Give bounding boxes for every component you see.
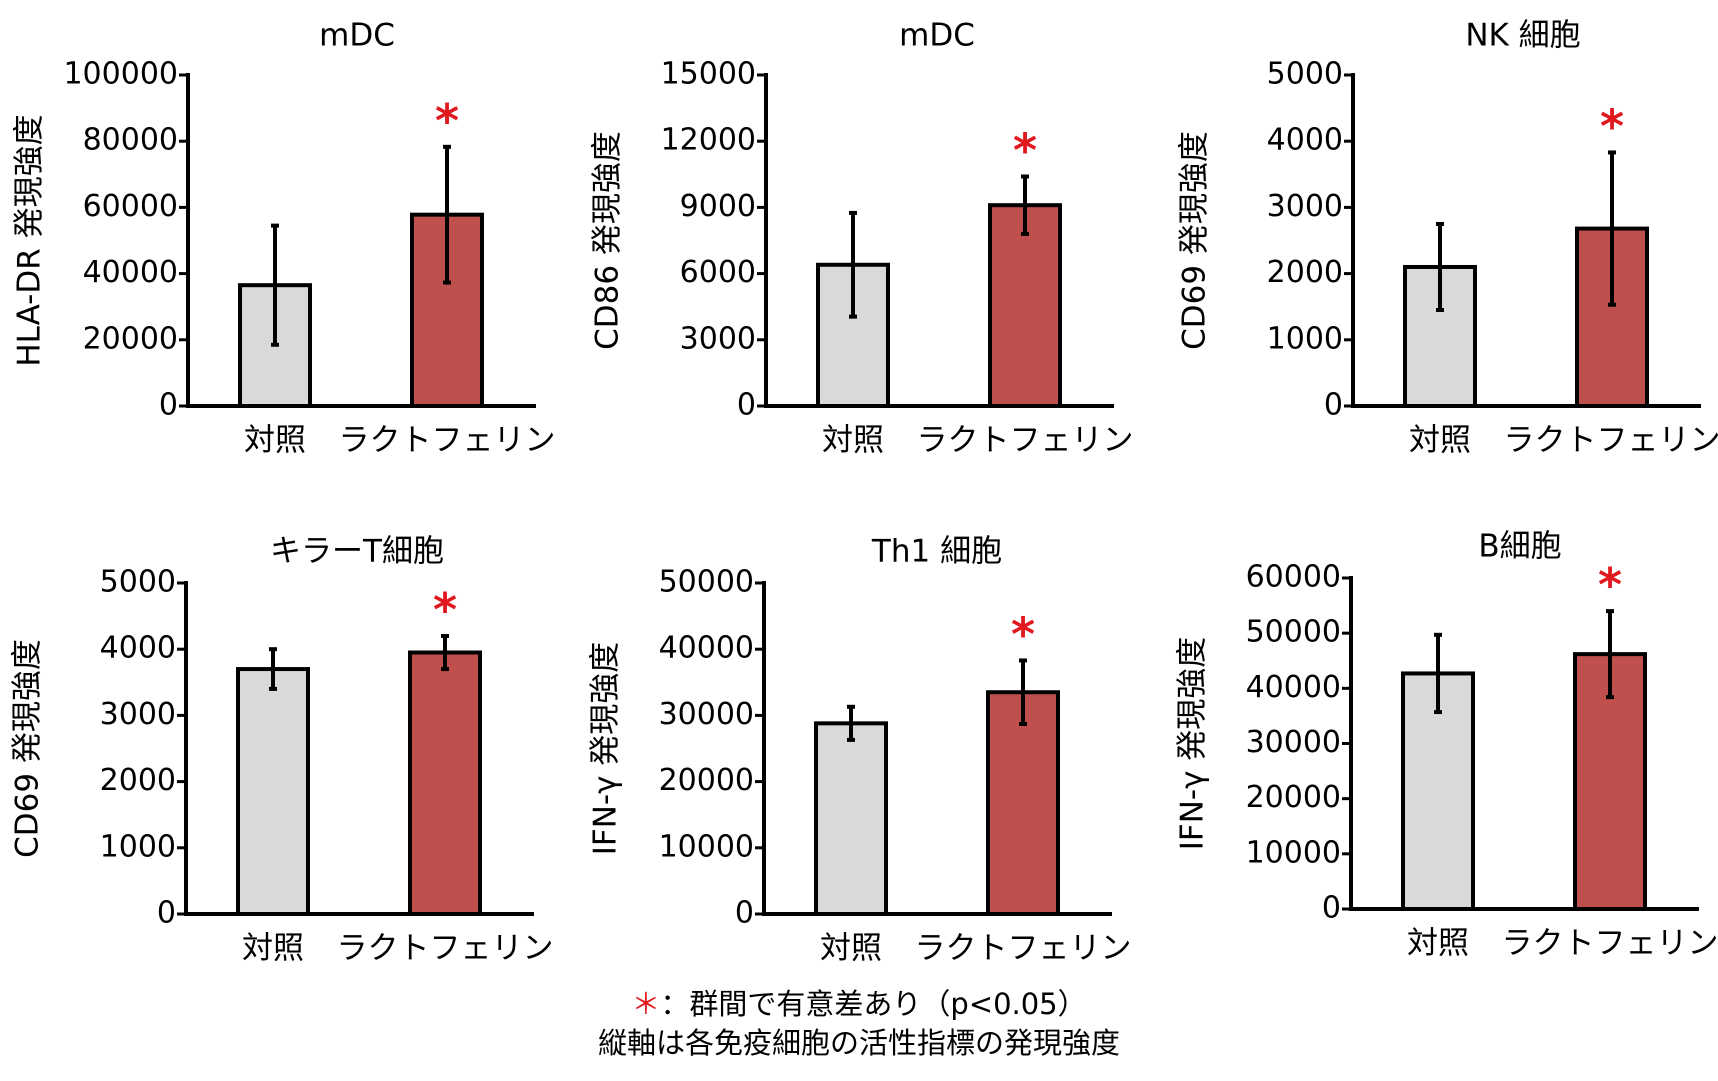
y-tick-label: 3000 bbox=[100, 697, 176, 732]
significance-marker: * bbox=[1011, 607, 1035, 661]
y-tick-label: 5000 bbox=[1267, 57, 1343, 92]
chart-title: キラーT細胞 bbox=[270, 534, 444, 570]
significance-marker: * bbox=[1600, 99, 1624, 153]
bar-control bbox=[816, 262, 890, 409]
x-tick-label: ラクトフェリン bbox=[1504, 423, 1718, 459]
y-tick-label: 10000 bbox=[1246, 835, 1341, 870]
chart-panel-6: B細胞 IFN-γ 発現強度 0 10000 20000 30000 40000 50000 6… bbox=[1175, 529, 1718, 962]
footnote-line2: 縦軸は各免疫細胞の活性指標の発現強度 bbox=[597, 1026, 1120, 1060]
y-tick-label: 3000 bbox=[1267, 189, 1343, 224]
y-tick-label: 10000 bbox=[659, 829, 754, 864]
x-tick-label: ラクトフェリン bbox=[339, 423, 556, 459]
y-axis-label: IFN-γ 発現強度 bbox=[1175, 637, 1211, 851]
chart-panel-2: mDC CD86 発現強度 0 3000 6000 9000 12000 15000 対照 ラクト… bbox=[590, 18, 1134, 459]
bar-control bbox=[814, 721, 888, 916]
y-tick-label: 40000 bbox=[83, 255, 178, 290]
y-tick-label: 50000 bbox=[1246, 615, 1341, 650]
y-tick-label: 50000 bbox=[659, 565, 754, 600]
bar-control bbox=[236, 667, 310, 916]
x-tick-label: 対照 bbox=[822, 423, 884, 459]
y-tick-label: 2000 bbox=[1267, 255, 1343, 290]
y-tick-label: 20000 bbox=[1246, 780, 1341, 815]
y-axis-label: HLA-DR 発現強度 bbox=[12, 114, 48, 366]
x-tick-label: ラクトフェリン bbox=[917, 423, 1134, 459]
y-tick-label: 100000 bbox=[63, 57, 178, 92]
y-tick-label: 6000 bbox=[680, 255, 756, 290]
chart-title: mDC bbox=[899, 18, 975, 54]
chart-title: B細胞 bbox=[1478, 529, 1561, 565]
y-tick-label: 60000 bbox=[83, 189, 178, 224]
significance-marker: * bbox=[435, 94, 459, 148]
chart-panel-5: Th1 細胞 IFN-γ 発現強度 0 10000 20000 30000 40000 500… bbox=[588, 534, 1132, 967]
y-tick-label: 0 bbox=[735, 896, 754, 931]
y-tick-label: 30000 bbox=[1246, 725, 1341, 760]
y-tick-label: 30000 bbox=[659, 697, 754, 732]
x-tick-label: 対照 bbox=[1409, 423, 1471, 459]
bar-lactoferrin bbox=[408, 650, 482, 916]
y-tick-label: 0 bbox=[157, 896, 176, 931]
y-tick-label: 20000 bbox=[659, 763, 754, 798]
y-tick-label: 2000 bbox=[100, 763, 176, 798]
chart-title: Th1 細胞 bbox=[871, 534, 1002, 570]
y-tick-label: 4000 bbox=[100, 631, 176, 666]
y-axis-label: CD69 発現強度 bbox=[10, 639, 46, 858]
footnote-star: ＊ bbox=[631, 987, 661, 1021]
x-tick-label: ラクトフェリン bbox=[915, 931, 1132, 967]
chart-title: mDC bbox=[319, 18, 395, 54]
y-tick-label: 0 bbox=[1324, 388, 1343, 423]
y-tick-label: 40000 bbox=[659, 631, 754, 666]
x-tick-label: 対照 bbox=[1407, 926, 1469, 962]
y-tick-label: 0 bbox=[737, 388, 756, 423]
y-tick-label: 80000 bbox=[83, 123, 178, 158]
footnote-line1: ：群間で有意差あり（p<0.05） bbox=[660, 987, 1087, 1021]
x-tick-label: 対照 bbox=[244, 423, 306, 459]
y-tick-label: 3000 bbox=[680, 321, 756, 356]
significance-marker: * bbox=[433, 583, 457, 637]
chart-title: NK 細胞 bbox=[1465, 18, 1580, 54]
y-axis-label: IFN-γ 発現強度 bbox=[588, 642, 624, 856]
y-tick-label: 1000 bbox=[100, 829, 176, 864]
y-tick-label: 0 bbox=[159, 388, 178, 423]
y-tick-label: 4000 bbox=[1267, 123, 1343, 158]
y-tick-label: 0 bbox=[1322, 891, 1341, 926]
chart-panel-1: mDC HLA-DR 発現強度 0 20000 40000 60000 80000 10000… bbox=[12, 18, 556, 459]
y-tick-label: 12000 bbox=[661, 123, 756, 158]
x-tick-label: 対照 bbox=[242, 931, 304, 967]
bar-lactoferrin bbox=[988, 203, 1062, 408]
y-tick-label: 9000 bbox=[680, 189, 756, 224]
bar-lactoferrin bbox=[986, 690, 1060, 916]
x-tick-label: ラクトフェリン bbox=[337, 931, 554, 967]
chart-panel-3: NK 細胞 CD69 発現強度 0 1000 2000 3000 4000 5000 対照 ラクト… bbox=[1177, 18, 1718, 459]
significance-marker: * bbox=[1598, 558, 1622, 612]
x-tick-label: ラクトフェリン bbox=[1502, 926, 1718, 962]
y-tick-label: 20000 bbox=[83, 321, 178, 356]
y-tick-label: 60000 bbox=[1246, 560, 1341, 595]
y-axis-label: CD69 発現強度 bbox=[1177, 131, 1213, 350]
y-axis-label: CD86 発現強度 bbox=[590, 131, 626, 350]
y-tick-label: 15000 bbox=[661, 57, 756, 92]
chart-panel-4: キラーT細胞 CD69 発現強度 0 1000 2000 3000 4000 5000 対照 ラク… bbox=[10, 534, 554, 967]
y-tick-label: 5000 bbox=[100, 565, 176, 600]
significance-marker: * bbox=[1013, 124, 1037, 178]
x-tick-label: 対照 bbox=[820, 931, 882, 967]
footnote-significance: ＊：群間で有意差あり（p<0.05） bbox=[0, 985, 1718, 1023]
y-tick-label: 40000 bbox=[1246, 670, 1341, 705]
footnote-axis: 縦軸は各免疫細胞の活性指標の発現強度 bbox=[0, 1024, 1718, 1062]
y-tick-label: 1000 bbox=[1267, 321, 1343, 356]
